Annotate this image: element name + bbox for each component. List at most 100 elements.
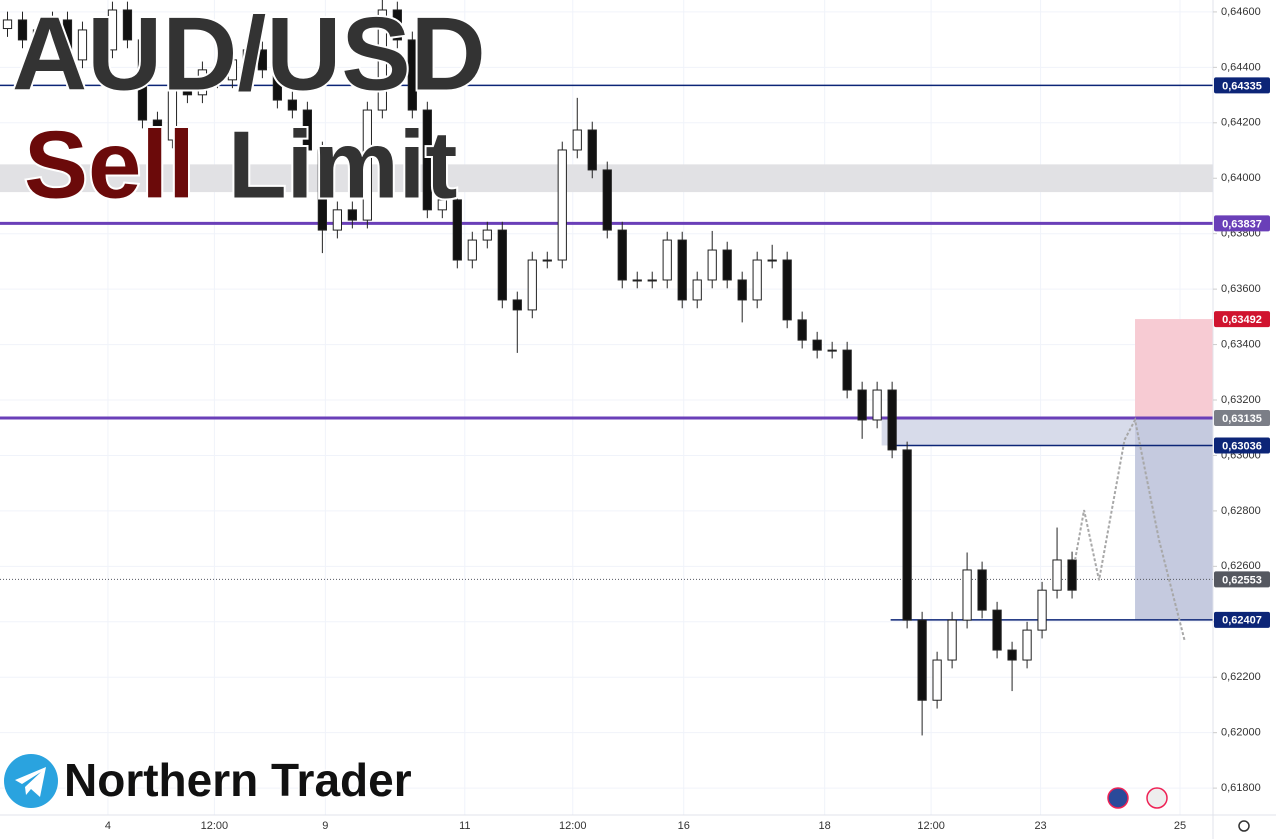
telegram-icon [4,754,58,808]
candle-body [137,39,148,121]
x-tick-label: 12:00 [559,820,587,832]
candle-body [602,169,612,231]
y-tick-label: 0,63200 [1221,394,1261,406]
subtitle-limit: Limit [228,111,457,218]
flag-au [1107,787,1129,809]
candle-body [1022,629,1032,661]
candle-body [482,229,492,241]
y-tick-label: 0,62200 [1221,671,1261,683]
candle-body [2,19,13,30]
candle-body [542,259,552,262]
candle-body [317,149,327,231]
candle-body [407,39,417,111]
level-label: 0,63492 [1222,314,1262,326]
candle-body [467,239,477,261]
candle-body [557,149,567,261]
level-label: 0,63837 [1222,218,1262,230]
candle-body [617,229,627,281]
candle-body [767,259,777,262]
candle-body [497,229,507,301]
y-tick-label: 0,64000 [1221,172,1261,184]
candle-body [1007,649,1017,661]
level-label-box [1214,311,1270,328]
candle-body [122,9,133,41]
y-tick-label: 0,62800 [1221,505,1261,517]
candle-body [92,29,103,51]
settings-icon[interactable] [1238,820,1250,832]
zone [1135,418,1213,620]
candle-body [302,109,312,151]
candle-body [437,199,447,211]
candle-body [422,109,432,211]
candle-body [107,9,118,51]
y-tick-label: 0,63400 [1221,338,1261,350]
candle-body [512,299,522,311]
candle-body [62,19,73,61]
y-tick-label: 0,62000 [1221,727,1261,739]
y-tick-label: 0,61800 [1221,782,1261,794]
candle-body [842,349,852,391]
candle-body [797,319,807,341]
candle-body [707,249,717,281]
telegram-plane [15,767,46,797]
level-label-box [1214,77,1270,94]
candle-body [287,99,298,111]
candle-body [677,239,687,301]
y-tick-label: 0,64200 [1221,117,1261,129]
level-label-box [1214,611,1270,628]
candle-body [1067,559,1077,591]
x-tick-label: 4 [105,820,111,832]
candles [2,0,1186,736]
level-label: 0,63036 [1222,440,1262,452]
candle-body [182,89,193,96]
candle-body [347,209,357,221]
candle-body [782,259,792,321]
candle-body [977,569,987,611]
level-label-box [1214,410,1270,427]
level-label-box [1214,571,1270,588]
candle-body [362,109,372,221]
y-tick-label: 0,62600 [1221,560,1261,572]
candle-body [47,19,58,31]
overlay: AUD/USD Sell Limit Northern Trader [4,0,1250,832]
level-label: 0,62553 [1222,574,1262,586]
candle-body [212,69,223,81]
candle-body [662,239,672,281]
candle-body [77,29,88,61]
candle-body [527,259,537,311]
candle-body [752,259,762,301]
level-label: 0,64335 [1222,80,1262,92]
brand: Northern Trader [64,754,412,806]
candle-body [332,209,342,231]
level-label-box [1214,437,1270,454]
candle-body [887,389,897,451]
candle-body [932,659,942,701]
x-tick-label: 23 [1034,820,1046,832]
x-tick-label: 16 [678,820,690,832]
candle-body [722,249,732,281]
candle-body [452,199,462,261]
x-tick-label: 25 [1174,820,1186,832]
candle-body [377,9,387,111]
candle-body [1037,589,1047,631]
candle-body [272,69,283,101]
level-label-box [1214,215,1270,232]
candle-body [587,129,597,171]
candle-body [152,119,163,141]
candle-body [242,49,253,61]
x-tick-label: 9 [322,820,328,832]
candle-body [857,389,867,421]
candle-body [917,619,927,701]
candle-body [827,349,837,352]
candle-body [257,49,268,71]
candle-body [17,19,28,41]
candle-body [32,29,43,41]
candle-body [947,619,957,661]
x-tick-label: 12:00 [917,820,945,832]
chart-title: AUD/USD [12,0,486,112]
candle-body [902,449,912,621]
projection-line [1074,417,1186,641]
y-tick-label: 0,63600 [1221,283,1261,295]
